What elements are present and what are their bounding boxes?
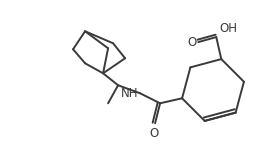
Text: O: O — [149, 127, 159, 140]
Text: O: O — [187, 36, 196, 49]
Text: OH: OH — [219, 22, 237, 35]
Text: NH: NH — [121, 87, 138, 100]
